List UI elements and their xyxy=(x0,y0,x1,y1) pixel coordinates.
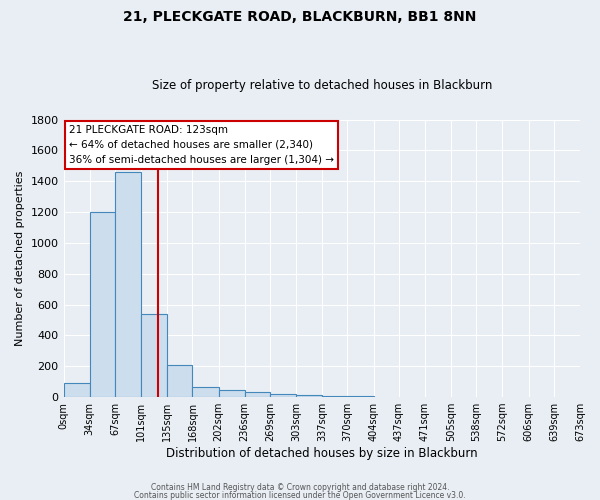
Title: Size of property relative to detached houses in Blackburn: Size of property relative to detached ho… xyxy=(152,79,492,92)
Text: 21 PLECKGATE ROAD: 123sqm
← 64% of detached houses are smaller (2,340)
36% of se: 21 PLECKGATE ROAD: 123sqm ← 64% of detac… xyxy=(69,125,334,164)
Text: Contains public sector information licensed under the Open Government Licence v3: Contains public sector information licen… xyxy=(134,490,466,500)
Bar xyxy=(193,387,218,397)
Bar xyxy=(64,383,89,397)
Bar xyxy=(167,366,193,397)
Bar xyxy=(347,396,374,397)
Bar xyxy=(322,396,347,397)
Bar xyxy=(296,395,322,397)
Text: 21, PLECKGATE ROAD, BLACKBURN, BB1 8NN: 21, PLECKGATE ROAD, BLACKBURN, BB1 8NN xyxy=(124,10,476,24)
X-axis label: Distribution of detached houses by size in Blackburn: Distribution of detached houses by size … xyxy=(166,447,478,460)
Bar xyxy=(89,212,115,397)
Text: Contains HM Land Registry data © Crown copyright and database right 2024.: Contains HM Land Registry data © Crown c… xyxy=(151,484,449,492)
Y-axis label: Number of detached properties: Number of detached properties xyxy=(15,170,25,346)
Bar xyxy=(141,314,167,397)
Bar xyxy=(218,390,245,397)
Bar xyxy=(115,172,141,397)
Bar xyxy=(270,394,296,397)
Bar xyxy=(245,392,270,397)
